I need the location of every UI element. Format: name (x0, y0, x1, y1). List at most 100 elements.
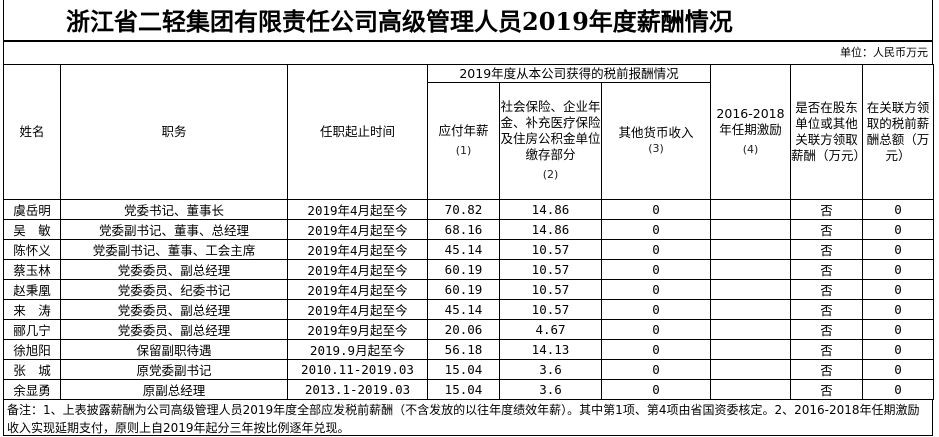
cell-related: 0 (862, 339, 934, 360)
table-row: 蔡玉林 党委委员、副总经理 2019年4月起至今 60.19 10.57 0 否 0 (3, 259, 934, 280)
cell-insurance: 10.57 (499, 299, 602, 320)
cell-insurance: 10.57 (499, 259, 602, 280)
cell-insurance: 10.57 (499, 239, 602, 260)
page-title: 浙江省二轻集团有限责任公司高级管理人员2019年度薪酬情况 (3, 0, 933, 42)
cell-name: 余显勇 (3, 379, 61, 400)
cell-incentive (710, 259, 791, 280)
cell-related: 0 (862, 359, 934, 380)
header-other-text: 其他货币收入 (618, 125, 694, 140)
cell-position: 保留副职待遇 (60, 339, 288, 360)
cell-term: 2019年4月起至今 (287, 279, 428, 300)
cell-salary: 68.16 (427, 219, 500, 240)
cell-position: 党委委员、副总经理 (60, 319, 288, 340)
cell-other: 0 (601, 339, 711, 360)
cell-position: 党委副书记、董事、工会主席 (60, 239, 288, 260)
header-related: 在关联方领取的税前薪酬总额（万元） (862, 64, 934, 200)
header-term: 任职起止时间 (287, 64, 428, 200)
cell-shareholder: 否 (790, 299, 863, 320)
header-insurance-text: 社会保险、企业年金、补充医疗保险及住房公积金单位缴存部分 (500, 99, 601, 162)
cell-salary: 70.82 (427, 199, 500, 220)
table-row: 余显勇 原副总经理 2013.1-2019.03 15.04 3.6 0 否 0 (3, 379, 934, 400)
cell-name: 来 涛 (3, 299, 61, 320)
cell-term: 2010.11-2019.03 (287, 359, 428, 380)
cell-insurance: 3.6 (499, 359, 602, 380)
cell-related: 0 (862, 219, 934, 240)
cell-position: 党委委员、纪委书记 (60, 279, 288, 300)
cell-salary: 60.19 (427, 279, 500, 300)
cell-shareholder: 否 (790, 219, 863, 240)
cell-other: 0 (601, 299, 711, 320)
cell-insurance: 10.57 (499, 279, 602, 300)
cell-term: 2019年4月起至今 (287, 199, 428, 220)
header-salary-no: (1) (455, 144, 472, 157)
cell-incentive (710, 239, 791, 260)
cell-other: 0 (601, 359, 711, 380)
cell-term: 2019.9月起至今 (287, 339, 428, 360)
cell-salary: 45.14 (427, 299, 500, 320)
cell-incentive (710, 339, 791, 360)
header-salary: 应付年薪 (1) (427, 82, 500, 200)
cell-name: 蔡玉林 (3, 259, 61, 280)
cell-term: 2019年4月起至今 (287, 299, 428, 320)
cell-related: 0 (862, 259, 934, 280)
cell-salary: 20.06 (427, 319, 500, 340)
cell-related: 0 (862, 299, 934, 320)
cell-other: 0 (601, 239, 711, 260)
cell-term: 2013.1-2019.03 (287, 379, 428, 400)
table-row: 吴 敏党委副书记、董事、总经理 2019年4月起至今 68.16 14.86 0 否 0 (3, 219, 934, 240)
cell-position: 党委委员、副总经理 (60, 259, 288, 280)
cell-salary: 15.04 (427, 359, 500, 380)
notes: 备注：1、上表披露薪酬为公司高级管理人员2019年度全部应发税前薪酬（不含发放的… (3, 400, 933, 436)
cell-incentive (710, 319, 791, 340)
cell-term: 2019年4月起至今 (287, 219, 428, 240)
cell-insurance: 3.6 (499, 379, 602, 400)
table-row: 徐旭阳 保留副职待遇 2019.9月起至今 56.18 14.13 0 否 0 (3, 339, 934, 360)
cell-salary: 15.04 (427, 379, 500, 400)
cell-incentive (710, 299, 791, 320)
cell-other: 0 (601, 279, 711, 300)
header-name: 姓名 (3, 64, 61, 200)
cell-term: 2019年4月起至今 (287, 259, 428, 280)
table-row: 郦几宁 党委委员、副总经理 2019年9月起至今 20.06 4.67 0 否 0 (3, 319, 934, 340)
cell-shareholder: 否 (790, 239, 863, 260)
cell-position: 党委副书记、董事、总经理 (60, 219, 288, 240)
table-row: 陈怀义 党委副书记、董事、工会主席 2019年4月起至今 45.14 10.57 0 否 0 (3, 239, 934, 260)
cell-name: 张 城 (3, 359, 61, 380)
header-other-no: (3) (648, 142, 664, 155)
cell-incentive (710, 379, 791, 400)
header-incentive: 2016-2018年任期激励 (4) (710, 64, 791, 200)
table-row: 虞岳明 党委书记、董事长 2019年4月起至今 70.82 14.86 0 否 0 (3, 199, 934, 220)
cell-other: 0 (601, 319, 711, 340)
header-position: 职务 (60, 64, 288, 200)
unit-label: 单位：人民币万元 (3, 42, 933, 64)
table-row: 张 城原党委副书记 2010.11-2019.03 15.04 3.6 0 否 0 (3, 359, 934, 380)
cell-term: 2019年9月起至今 (287, 319, 428, 340)
cell-other: 0 (601, 379, 711, 400)
cell-related: 0 (862, 379, 934, 400)
cell-related: 0 (862, 239, 934, 260)
cell-insurance: 14.13 (499, 339, 602, 360)
header-group: 2019年度从本公司获得的税前报酬情况 (427, 64, 711, 83)
cell-incentive (710, 279, 791, 300)
cell-other: 0 (601, 219, 711, 240)
cell-insurance: 14.86 (499, 199, 602, 220)
cell-other: 0 (601, 259, 711, 280)
cell-position: 原党委副书记 (60, 359, 288, 380)
table-row: 赵秉凰 党委委员、纪委书记 2019年4月起至今 60.19 10.57 0 否 0 (3, 279, 934, 300)
cell-related: 0 (862, 319, 934, 340)
header-shareholder: 是否在股东单位或其他关联方领取薪酬（万元） (790, 64, 863, 200)
cell-shareholder: 否 (790, 339, 863, 360)
cell-position: 党委委员、副总经理 (60, 299, 288, 320)
cell-position: 原副总经理 (60, 379, 288, 400)
header-incentive-no: (4) (742, 143, 759, 156)
cell-name: 虞岳明 (3, 199, 61, 220)
cell-shareholder: 否 (790, 199, 863, 220)
cell-insurance: 4.67 (499, 319, 602, 340)
header-other: 其他货币收入 (3) (601, 82, 711, 200)
header-salary-text: 应付年薪 (438, 123, 489, 138)
cell-name: 郦几宁 (3, 319, 61, 340)
cell-related: 0 (862, 199, 934, 220)
cell-name: 吴 敏 (3, 219, 61, 240)
salary-table: 姓名 职务 任职起止时间 2019年度从本公司获得的税前报酬情况 2016-20… (3, 64, 934, 400)
cell-position: 党委书记、董事长 (60, 199, 288, 220)
